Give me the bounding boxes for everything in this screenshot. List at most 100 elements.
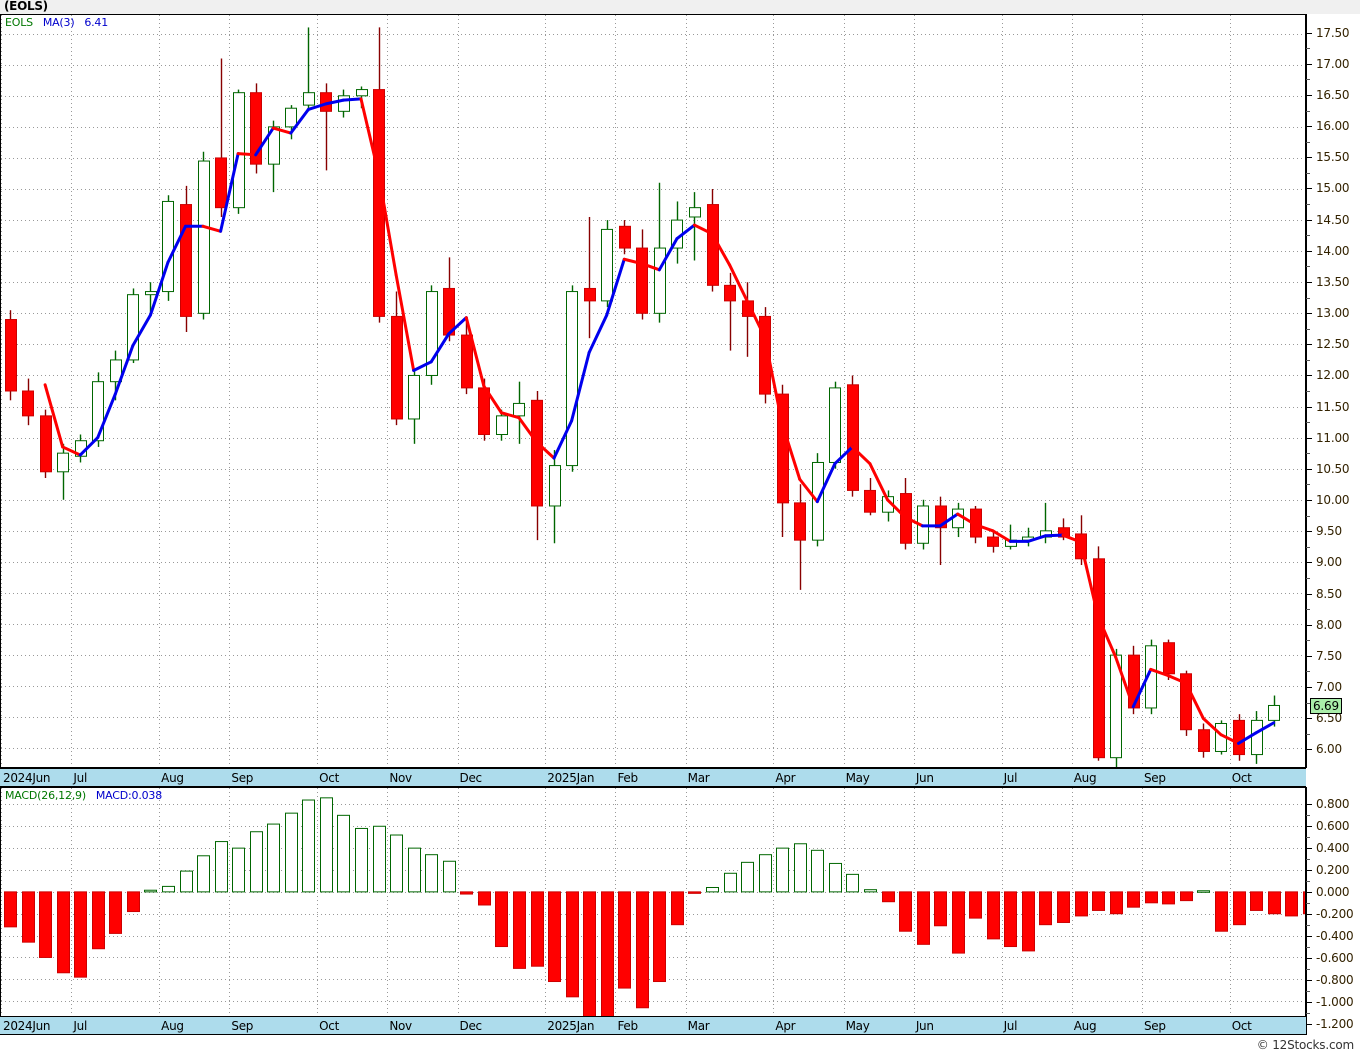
axis-label: -1.200 (1316, 1016, 1354, 1031)
axis-tick (1306, 126, 1312, 128)
date-axis-label: Sep (231, 771, 254, 785)
axis-tick-minor (1306, 990, 1310, 992)
legend-macd-value: MACD:0.038 (95, 789, 163, 802)
date-axis-label: Oct (319, 1019, 339, 1033)
axis-tick-minor (1306, 946, 1310, 948)
axis-tick-minor (1306, 297, 1310, 299)
axis-tick-minor (1306, 546, 1310, 548)
date-axis-label: 2024Jun (3, 1019, 51, 1033)
date-axis-label: Sep (1143, 1019, 1166, 1033)
axis-tick-minor (1306, 359, 1310, 361)
axis-tick (1306, 803, 1312, 805)
date-axis-label: Aug (1073, 771, 1097, 785)
axis-tick-minor (1306, 172, 1310, 174)
date-axis-label: Jul (73, 1019, 88, 1033)
axis-tick-minor (1306, 609, 1310, 611)
date-axis-label: Aug (161, 771, 184, 785)
date-axis-label: Nov (389, 1019, 412, 1033)
axis-tick-minor (1306, 814, 1310, 816)
axis-tick (1306, 375, 1312, 377)
date-axis-label: Nov (389, 771, 412, 785)
axis-rule (1306, 787, 1307, 1035)
date-axis-label: Mar (687, 771, 710, 785)
price-legend: EOLS MA(3) 6.41 (5, 16, 108, 29)
axis-tick (1306, 847, 1312, 849)
date-axis-label: Oct (1231, 771, 1252, 785)
axis-tick-minor (1306, 79, 1310, 81)
axis-tick-minor (1306, 515, 1310, 517)
axis-label: 9.00 (1316, 555, 1342, 570)
axis-label: -0.600 (1316, 950, 1354, 965)
date-axis-label: Jun (915, 1019, 934, 1033)
axis-tick-minor (1306, 968, 1310, 970)
axis-tick-minor (1306, 235, 1310, 237)
axis-tick (1306, 344, 1312, 346)
axis-label: 12.00 (1316, 368, 1350, 383)
axis-tick (1306, 1023, 1312, 1025)
axis-tick-minor (1306, 702, 1310, 704)
window-titlebar: (EOLS) (0, 0, 1360, 15)
price-chart-panel[interactable] (0, 14, 1306, 768)
axis-label: 13.50 (1316, 274, 1350, 289)
axis-tick (1306, 437, 1312, 439)
footer-credit: © 12Stocks.com (1256, 1038, 1354, 1052)
axis-tick (1306, 749, 1312, 751)
date-axis-label: Jul (1003, 1019, 1018, 1033)
axis-tick-minor (1306, 671, 1310, 673)
date-axis-label: 2025Jan (547, 1019, 595, 1033)
axis-tick (1306, 935, 1312, 937)
axis-tick (1306, 313, 1312, 315)
axis-label: 17.00 (1316, 56, 1350, 71)
date-axis-label: Oct (1231, 1019, 1252, 1033)
axis-label: 0.800 (1316, 796, 1350, 811)
macd-chart-panel[interactable] (0, 787, 1306, 1035)
axis-label: 13.00 (1316, 306, 1350, 321)
date-axis-bottom: 2024Jun Jul Aug Sep Oct Nov Dec 2025Jan Feb Mar Ap… (0, 1016, 1306, 1035)
page-title: (EOLS) (4, 0, 48, 13)
legend-ma-value: 6.41 (84, 16, 109, 29)
axis-tick-minor (1306, 836, 1310, 838)
macd-histogram-plot (1, 788, 1305, 1034)
axis-tick-minor (1306, 141, 1310, 143)
date-axis-label: Sep (231, 1019, 254, 1033)
axis-tick (1306, 219, 1312, 221)
axis-tick (1306, 593, 1312, 595)
date-axis-label: Feb (617, 771, 638, 785)
axis-tick (1306, 468, 1312, 470)
legend-symbol: EOLS (5, 16, 33, 29)
axis-tick (1306, 891, 1312, 893)
date-axis-label: May (845, 771, 870, 785)
legend-ma-label: MA(3) (42, 16, 75, 29)
axis-label: 0.600 (1316, 818, 1350, 833)
axis-label: 14.50 (1316, 212, 1350, 227)
axis-tick (1306, 655, 1312, 657)
date-axis-label: Mar (687, 1019, 710, 1033)
axis-label: 15.00 (1316, 181, 1350, 196)
axis-label: 7.00 (1316, 679, 1342, 694)
axis-tick (1306, 718, 1312, 720)
axis-tick (1306, 281, 1312, 283)
axis-label: 14.00 (1316, 243, 1350, 258)
date-axis-label: Jul (1003, 771, 1018, 785)
axis-tick-minor (1306, 48, 1310, 50)
axis-tick-minor (1306, 902, 1310, 904)
axis-tick (1306, 531, 1312, 533)
axis-label: -0.400 (1316, 928, 1354, 943)
axis-label: 6.50 (1316, 711, 1342, 726)
axis-label: 17.50 (1316, 25, 1350, 40)
axis-tick-minor (1306, 266, 1310, 268)
axis-tick (1306, 1001, 1312, 1003)
macd-legend: MACD(26,12,9) MACD:0.038 (5, 789, 162, 802)
axis-tick-minor (1306, 1012, 1310, 1014)
axis-label: 0.200 (1316, 862, 1350, 877)
axis-tick (1306, 624, 1312, 626)
date-axis-label: 2025Jan (547, 771, 595, 785)
axis-label: -0.200 (1316, 906, 1354, 921)
legend-macd-indicator: MACD(26,12,9) (5, 789, 86, 802)
axis-tick-minor (1306, 858, 1310, 860)
axis-tick-minor (1306, 391, 1310, 392)
axis-label: 10.50 (1316, 461, 1350, 476)
axis-label: 9.50 (1316, 524, 1342, 539)
axis-tick (1306, 95, 1312, 96)
date-axis-label: Jul (73, 771, 88, 785)
